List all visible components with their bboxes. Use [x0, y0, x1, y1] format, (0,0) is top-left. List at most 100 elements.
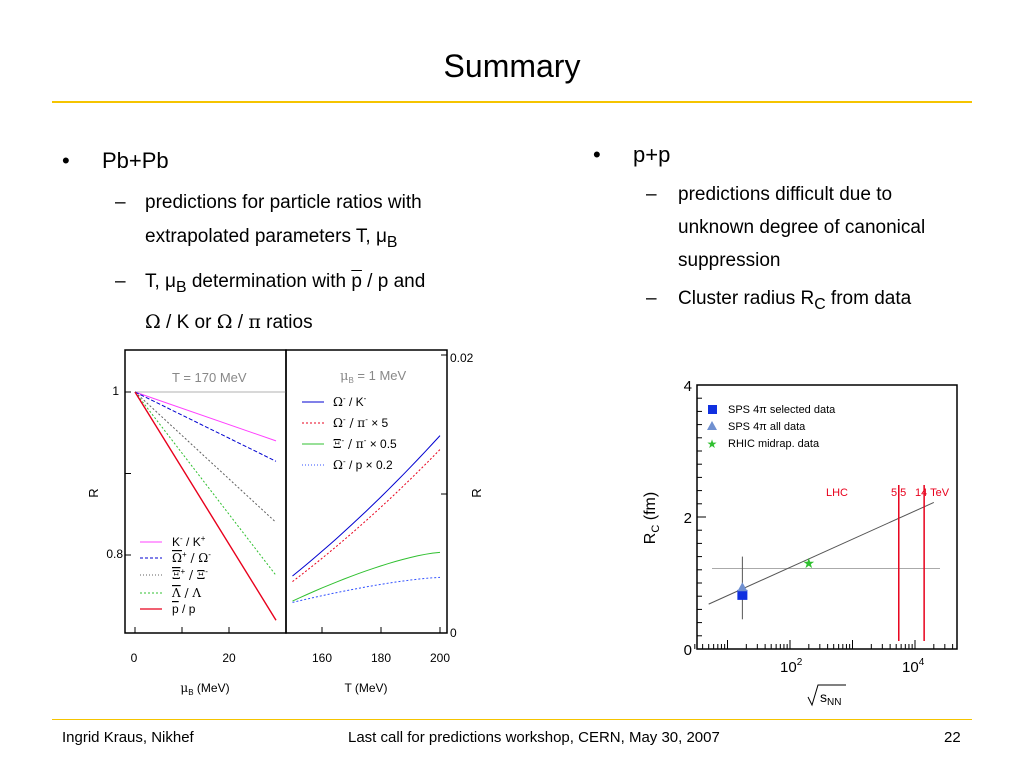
middle-y-tick-0: 0 [450, 626, 457, 640]
sqrt-symbol-icon [807, 684, 846, 707]
middle-panel-series [292, 435, 441, 603]
right-y-tick-4: 4 [684, 378, 692, 395]
legend-star-icon: ★ [707, 437, 718, 451]
omega-symbol-2: Ω [216, 310, 233, 333]
middle-panel-ticks [321, 354, 447, 634]
left-ylabel: R [86, 488, 101, 497]
middle-panel-annotation: μB = 1 MeV [340, 368, 407, 385]
lhc-5.5-label: 5.5 [891, 487, 906, 499]
footer-event: Last call for predictions workshop, CERN… [348, 729, 720, 746]
middle-y-tick-0.02: 0.02 [450, 351, 474, 365]
legend-sps-selected: SPS 4π selected data [728, 404, 836, 416]
left-series-1 [134, 391, 277, 462]
legend-sps-all: SPS 4π all data [728, 421, 806, 433]
right-sub1-line3: suppression [678, 250, 781, 271]
right-panel-ticks [694, 384, 954, 650]
legend-xi: Ξ+ / Ξ- [172, 567, 208, 582]
middle-ylabel: R [469, 488, 484, 497]
legend-kk: K- / K+ [172, 534, 206, 549]
left-legend: K- / K+ Ω+ / Ω- Ξ+ / Ξ- Λ / Λ p / p [140, 534, 211, 616]
dash: – [646, 184, 657, 205]
legend-triangle-icon [707, 421, 717, 430]
mu-symbol: μ [180, 681, 188, 695]
right-y-tick-0: 0 [684, 642, 692, 659]
left-sub2-t: T, μ [145, 271, 177, 292]
middle-series-2 [292, 551, 441, 602]
footer-page-number: 22 [944, 729, 961, 746]
left-sub2-mid: determination with [186, 271, 352, 292]
right-sub2-prefix: Cluster radius R [678, 288, 815, 309]
left-x-tick-0: 0 [131, 651, 138, 665]
pi-symbol: π [248, 310, 261, 333]
middle-xlabel: T (MeV) [344, 681, 387, 695]
bullet-dot: • [593, 142, 601, 167]
right-y-tick-2: 2 [684, 510, 692, 527]
left-xlabel: μB (MeV) [180, 681, 229, 697]
point-sps-selected [737, 589, 748, 600]
middle-x-tick-180: 180 [371, 651, 391, 665]
legend-rhic: RHIC midrap. data [728, 438, 820, 450]
dash: – [115, 192, 126, 213]
lhc-label: LHC [826, 487, 848, 499]
point-rhic: ★ [803, 555, 816, 571]
middle-series-0 [292, 435, 441, 577]
dash: – [115, 271, 126, 292]
right-x-tick-10000: 104 [902, 657, 925, 676]
title-divider [52, 101, 972, 103]
right-panel-points: ★ [737, 555, 815, 600]
left-series-0 [134, 391, 277, 442]
right-sub1-line1: predictions difficult due to [678, 184, 893, 205]
middle-x-tick-200: 200 [430, 651, 450, 665]
right-sub2-sub: C [814, 295, 826, 313]
left-series-4 [134, 391, 277, 621]
right-sub2-suffix: from data [825, 288, 912, 309]
fit-line [708, 502, 935, 605]
legend-omega-p: Ω- / p × 0.2 [333, 457, 393, 472]
legend-omega-k: Ω- / K- [333, 394, 367, 409]
left-series-2 [134, 391, 277, 523]
left-y-tick-1: 1 [112, 384, 119, 398]
middle-series-3 [292, 576, 441, 603]
legend-omega: Ω+ / Ω- [172, 550, 211, 565]
left-sub2-line2-end: ratios [260, 311, 313, 333]
middle-panel: μB = 1 MeV 0.02 0 160 180 200 R T (MeV) … [285, 349, 484, 695]
point-sps-all [737, 582, 748, 592]
left-x-tick-20: 20 [222, 651, 236, 665]
left-panel-series [134, 391, 277, 621]
bullet-label: p+p [633, 142, 671, 167]
left-sub2-rest: / p and [361, 271, 426, 292]
left-sub1-sub: B [386, 233, 398, 251]
middle-x-tick-160: 160 [312, 651, 332, 665]
legend-pbar: p / p [172, 602, 196, 616]
left-panel-ticks [125, 391, 230, 633]
left-panel-annotation: T = 170 MeV [172, 370, 247, 385]
lhc-14tev-label: 14 TeV [915, 487, 950, 499]
legend-xi-pi: Ξ- / π- × 0.5 [333, 436, 397, 451]
bullet-dot: • [62, 148, 70, 173]
left-sub1-line1: predictions for particle ratios with [145, 192, 422, 213]
bullet-label: Pb+Pb [102, 148, 169, 173]
left-sub2-pbar: p [351, 271, 362, 292]
right-ylabel: RC (fm) [642, 492, 662, 544]
left-sub2-line2-slash: / [232, 311, 249, 333]
left-sub1-line2: extrapolated parameters T, μ [145, 226, 387, 247]
left-series-3 [134, 391, 277, 576]
right-x-tick-100: 102 [780, 657, 803, 676]
legend-square-icon [708, 405, 717, 414]
middle-legend: Ω- / K- Ω- / π- × 5 Ξ- / π- × 0.5 Ω- / p… [302, 394, 397, 472]
left-sub2-sub: B [176, 278, 187, 296]
footer-author: Ingrid Kraus, Nikhef [62, 729, 194, 746]
right-xlabel: sNN [820, 689, 841, 708]
omega-symbol: Ω [145, 310, 161, 333]
right-sub1-line2: unknown degree of canonical [678, 217, 926, 238]
xlabel-sub: B [188, 688, 193, 697]
left-panel: T = 170 MeV 1 0.8 0 20 R μB (MeV) K- / K… [86, 349, 287, 697]
dash: – [646, 288, 657, 309]
left-sub2-line2-mid: / K or [160, 311, 217, 333]
legend-omega-pi: Ω- / π- × 5 [333, 415, 389, 430]
legend-lambda: Λ / Λ [171, 586, 201, 600]
cluster-radius-figure: ★ LHC 5.5 14 TeV SPS 4π selected data SP… [642, 378, 958, 708]
left-y-tick-0.8: 0.8 [106, 547, 123, 561]
middle-panel-frame [285, 349, 448, 634]
